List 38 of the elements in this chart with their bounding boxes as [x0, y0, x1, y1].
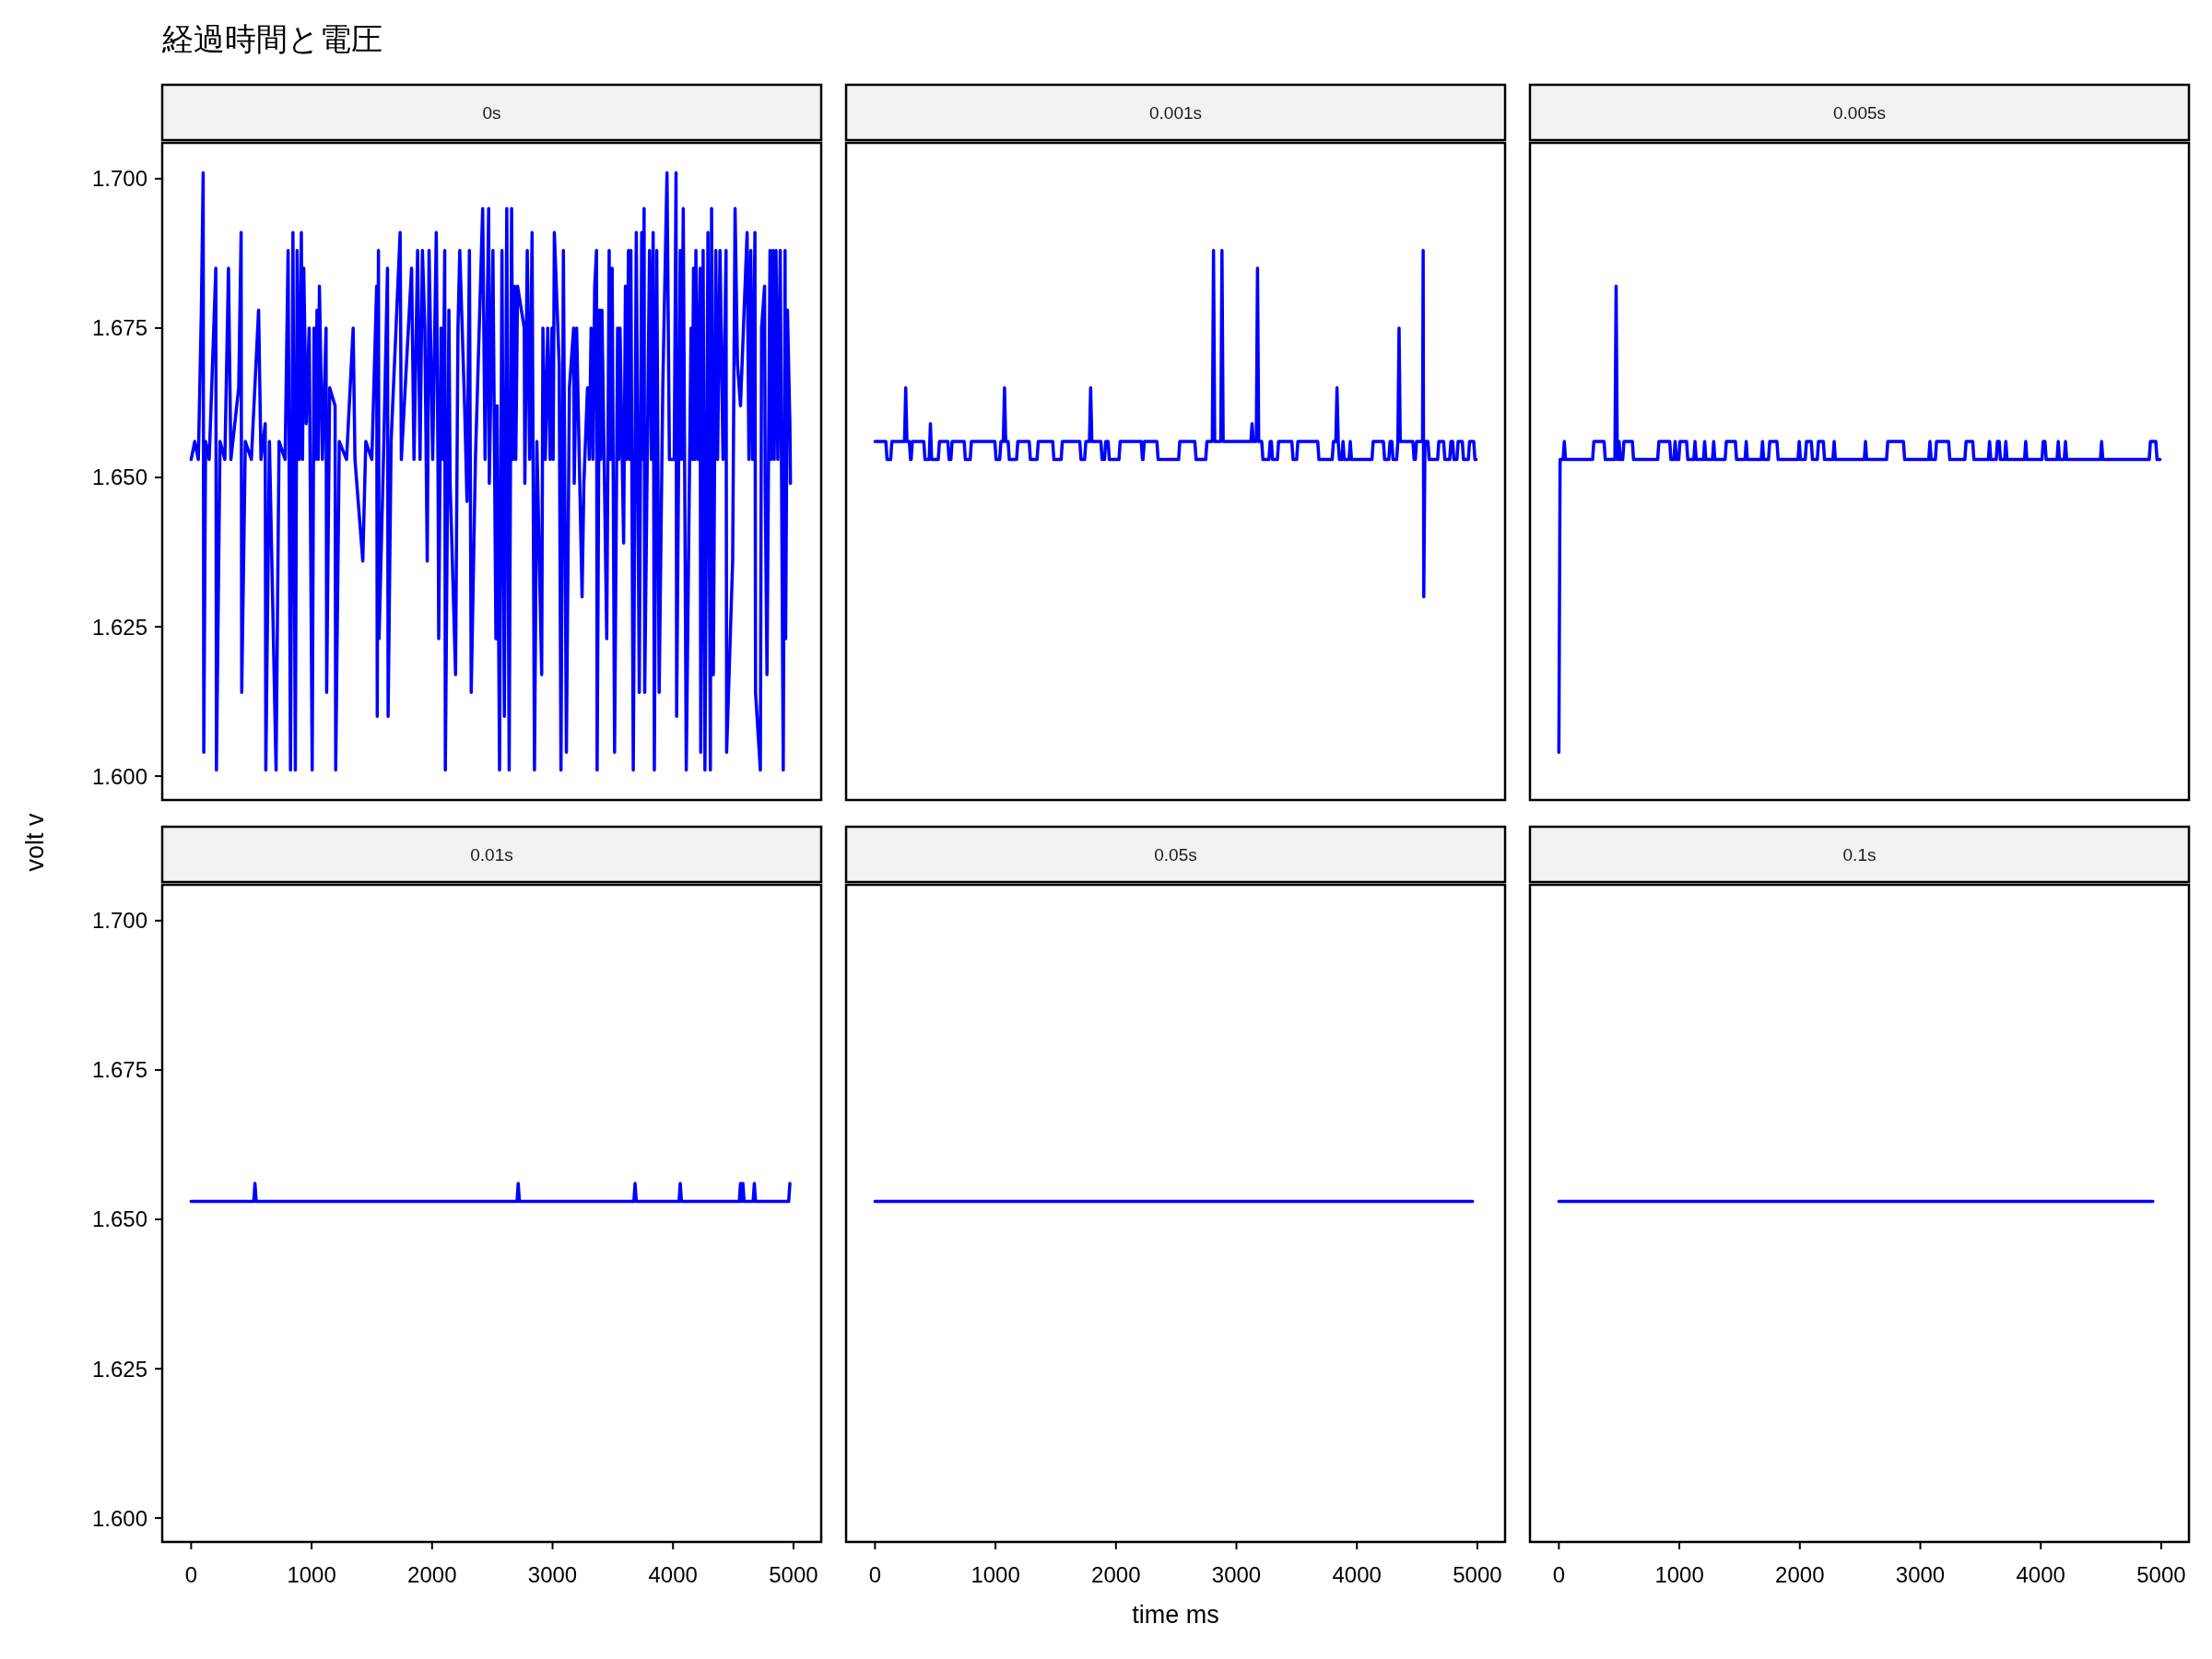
chart-subtitle: 0s: [482, 102, 501, 123]
chart-subtitle: 0.1s: [1842, 844, 1877, 865]
x-axis-title: time ms: [1132, 1601, 1219, 1629]
x-tick-label: 3000: [1895, 1562, 1946, 1587]
chart-subtitle: 0.005s: [1832, 102, 1887, 123]
x-tick-label: 0: [184, 1562, 198, 1587]
x-tick-label: 1000: [971, 1562, 1020, 1587]
x-tick-label: 0: [1552, 1562, 1566, 1587]
x-tick-label: 0: [868, 1562, 882, 1587]
y-tick-label: 1.625: [91, 1356, 147, 1382]
chart-subtitle: 0.001s: [1148, 102, 1203, 123]
y-tick-label: 1.675: [91, 1057, 147, 1083]
y-tick-label: 1.700: [91, 166, 147, 192]
chart-title: 経過時間と電圧: [161, 21, 382, 56]
x-tick-label: 2000: [407, 1562, 457, 1587]
x-tick-label: 4000: [2016, 1562, 2065, 1587]
y-tick-label: 1.700: [91, 908, 147, 934]
x-tick-label: 3000: [527, 1562, 578, 1587]
y-tick-label: 1.650: [91, 1206, 147, 1232]
y-tick-label: 1.675: [91, 315, 147, 341]
chart-subtitle: 0.05s: [1154, 844, 1197, 865]
x-tick-label: 1000: [1654, 1562, 1704, 1587]
x-tick-label: 4000: [1332, 1562, 1382, 1587]
x-tick-label: 2000: [1091, 1562, 1141, 1587]
y-tick-label: 1.625: [91, 614, 147, 640]
x-tick-label: 3000: [1211, 1562, 1262, 1587]
y-tick-label: 1.600: [91, 1505, 147, 1531]
x-tick-label: 2000: [1775, 1562, 1825, 1587]
y-axis-title: volt v: [21, 813, 49, 872]
x-tick-label: 1000: [287, 1562, 336, 1587]
y-tick-label: 1.600: [91, 763, 147, 789]
line-series: [189, 171, 793, 772]
y-tick-label: 1.650: [91, 465, 147, 490]
x-tick-label: 5000: [769, 1562, 818, 1587]
x-tick-label: 5000: [2136, 1562, 2186, 1587]
x-tick-label: 4000: [648, 1562, 698, 1587]
chart-subtitle: 0.01s: [470, 844, 513, 865]
x-tick-label: 5000: [1453, 1562, 1502, 1587]
